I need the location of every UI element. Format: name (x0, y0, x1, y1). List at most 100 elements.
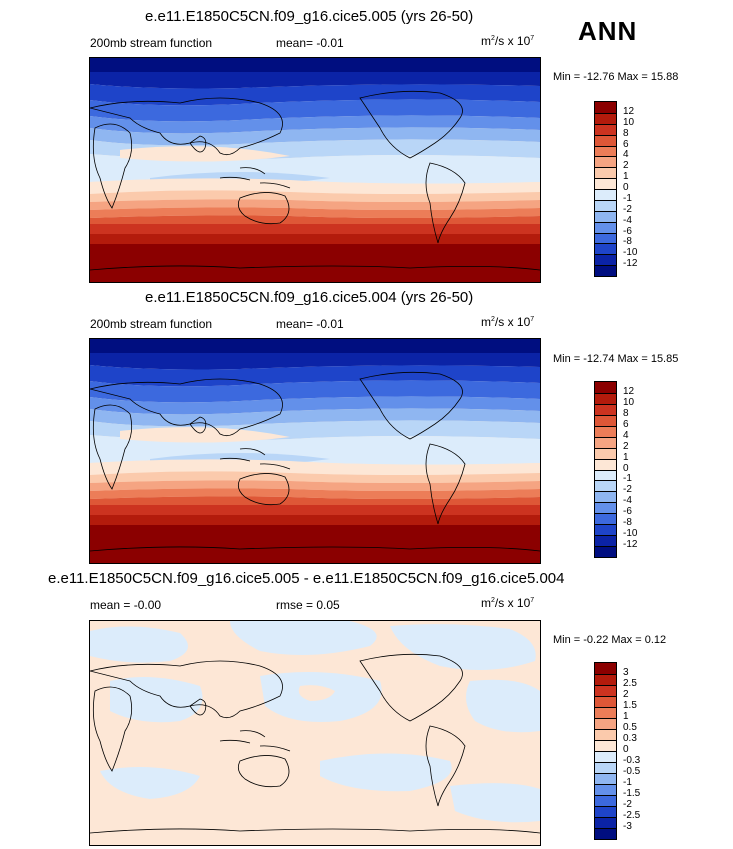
colorbar-segment (595, 663, 616, 674)
band (90, 84, 540, 106)
band (90, 234, 540, 244)
coast-north-america (359, 90, 463, 159)
colorbar-tick-label: 6 (623, 138, 629, 150)
colorbar-segment (595, 480, 616, 492)
colorbar-tick-label: -12 (623, 539, 638, 551)
band (90, 115, 540, 134)
season-label: ANN (578, 16, 638, 46)
colorbar-segment (595, 403, 616, 415)
band (120, 146, 290, 162)
band (90, 190, 540, 202)
coast-australia (237, 473, 290, 506)
colorbar-tick-label: 2 (623, 440, 629, 452)
colorbar-segment (595, 254, 616, 266)
band (90, 353, 540, 370)
colorbar-tick-label: -2.5 (623, 810, 641, 821)
colorbar-tick-label: -12 (623, 258, 638, 270)
colorbar-tick-label: 0 (623, 462, 629, 474)
colorbar-tick-label: 2 (623, 160, 629, 172)
colorbar-segment (595, 243, 616, 255)
colorbar-segment (595, 828, 616, 839)
colorbar-segment (595, 740, 616, 751)
diff-region (450, 783, 540, 823)
band (90, 380, 540, 403)
panel1-variable-label: 200mb stream function (90, 36, 213, 50)
colorbar-tick-label: 2.5 (623, 678, 637, 689)
panel1-units: m2/s x 107 (481, 34, 535, 48)
colorbar-tick-label: 1.5 (623, 700, 637, 711)
band (90, 525, 540, 563)
coast-south-america (425, 443, 466, 525)
colorbar-tick-label: 1 (623, 451, 629, 463)
coast-eurasia (90, 378, 283, 437)
colorbar-segment (595, 817, 616, 828)
diff-region (390, 624, 536, 670)
coast-australia (237, 755, 290, 788)
panel2-minmax: Min = -12.74 Max = 15.85 (553, 353, 679, 365)
colorbar-segment (595, 773, 616, 784)
colorbar-segment (595, 674, 616, 685)
band (90, 127, 540, 146)
band (90, 224, 540, 234)
colorbar-segment (595, 546, 616, 557)
colorbar-tick-label: 0 (623, 744, 629, 755)
colorbar-segment (595, 513, 616, 525)
band (90, 396, 540, 415)
colorbar-segment (595, 156, 616, 168)
colorbar-tick-label: -10 (623, 247, 638, 259)
colorbar-tick-label: 1 (623, 711, 629, 722)
colorbar-tick-label: -0.3 (623, 755, 641, 766)
band (90, 58, 540, 72)
colorbar-segment (595, 469, 616, 481)
colorbar-segment (595, 524, 616, 536)
band (90, 515, 540, 525)
coast-africa (92, 123, 133, 209)
colorbar-tick-label: 12 (623, 105, 635, 117)
coast-antarctica (90, 546, 540, 552)
colorbar-segment (595, 502, 616, 514)
coast-india (189, 135, 207, 153)
band (90, 365, 540, 387)
coast-antarctica (90, 265, 540, 271)
colorbar-tick-label: -1.5 (623, 788, 641, 799)
colorbar-segment (595, 762, 616, 773)
panel3-map-svg (90, 621, 540, 845)
colorbar-tick-label: 8 (623, 407, 629, 419)
band (90, 244, 540, 282)
colorbar-tick-label: -3 (623, 821, 632, 832)
colorbar-segment (595, 685, 616, 696)
colorbar-segment (595, 447, 616, 459)
colorbar-segment (595, 382, 616, 393)
band (90, 408, 540, 427)
band (90, 488, 540, 499)
coast-india (189, 698, 207, 716)
colorbar-tick-label: 1 (623, 171, 629, 183)
panel3-title: e.e11.E1850C5CN.f09_g16.cice5.005 - e.e1… (48, 570, 565, 587)
panel2-map-svg (90, 339, 540, 563)
panel1-colorbar (594, 101, 617, 277)
colorbar-segment (595, 178, 616, 189)
colorbar-segment (595, 425, 616, 437)
coast-indonesia (219, 167, 291, 189)
panel3-mean-label: mean = -0.00 (90, 598, 162, 612)
colorbar-segment (595, 392, 616, 404)
band (90, 496, 540, 505)
colorbar-segment (595, 210, 616, 222)
colorbar-tick-label: 4 (623, 429, 629, 441)
colorbar-segment (595, 696, 616, 707)
colorbar-segment (595, 458, 616, 470)
colorbar-segment (595, 707, 616, 718)
band (90, 178, 540, 194)
colorbar-segment (595, 189, 616, 200)
panel3-units: m2/s x 107 (481, 596, 535, 610)
panel2-map (89, 338, 541, 564)
coast-south-america (425, 725, 466, 807)
colorbar-segment (595, 751, 616, 762)
colorbar-tick-label: -4 (623, 495, 632, 507)
diff-region (110, 677, 203, 723)
panel1-minmax: Min = -12.76 Max = 15.88 (553, 71, 679, 83)
diff-region (298, 685, 335, 701)
colorbar-tick-label: 0 (623, 182, 629, 193)
panel1-mean-label: mean= -0.01 (276, 36, 344, 50)
band (90, 459, 540, 475)
